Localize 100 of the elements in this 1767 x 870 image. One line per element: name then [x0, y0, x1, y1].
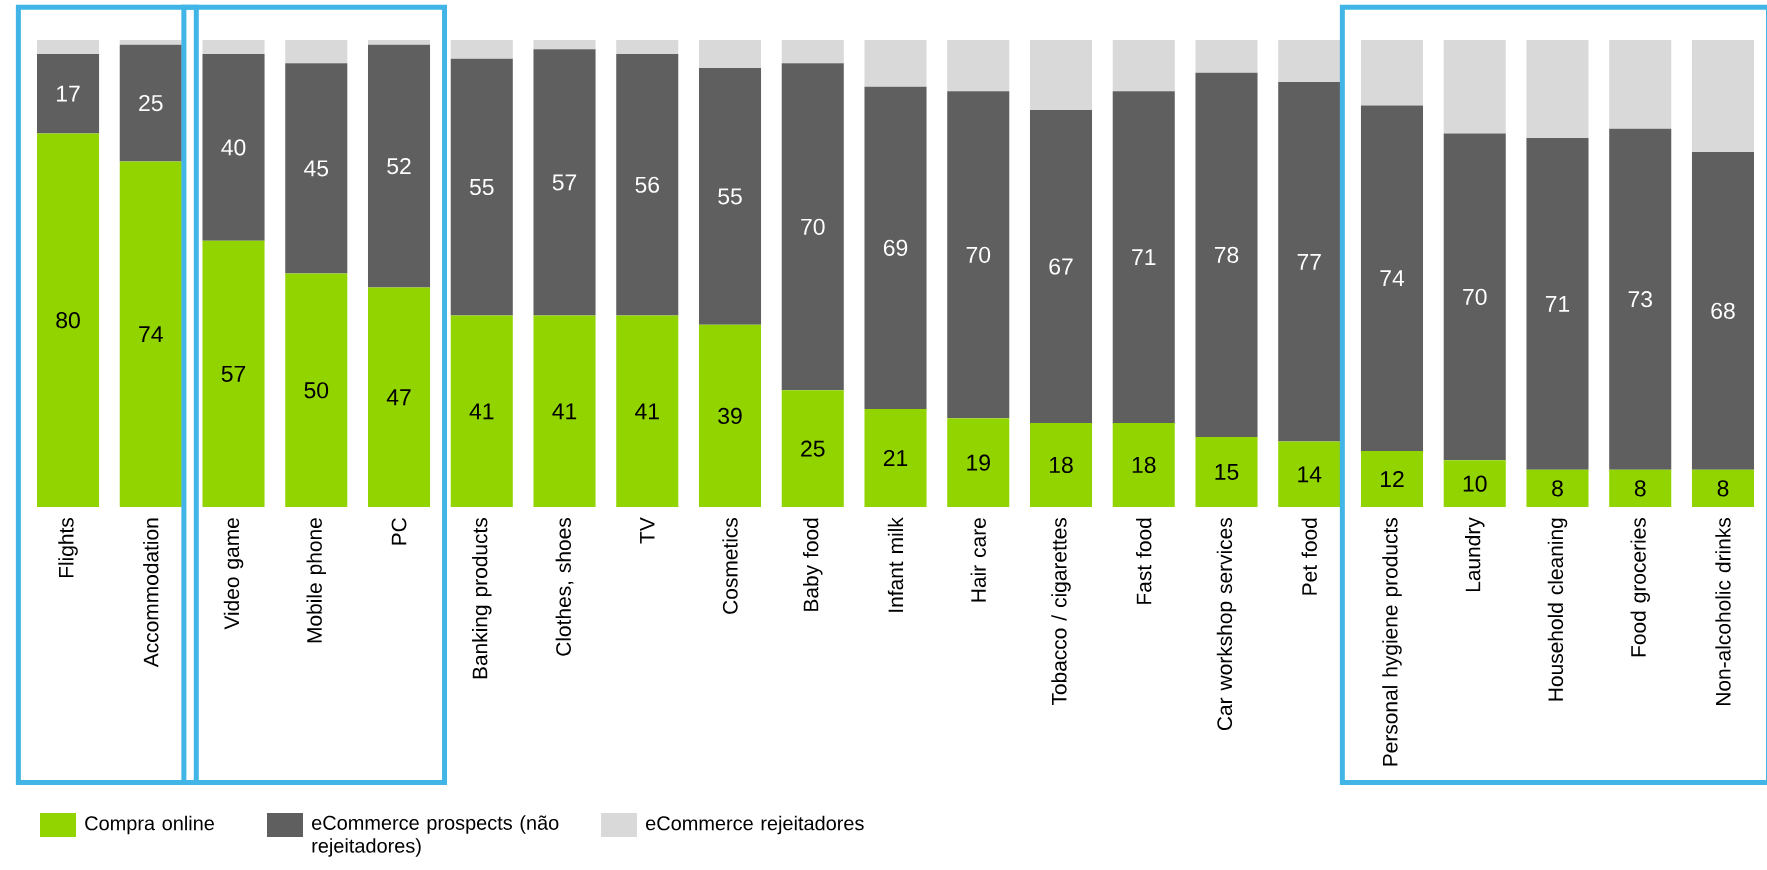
bar: [781, 40, 844, 64]
bar: [1526, 469, 1589, 507]
bar: [367, 44, 431, 288]
x-tick-label: Personal hygiene products: [1382, 518, 1402, 766]
data-label: 73: [1628, 291, 1652, 308]
data-label: 41: [469, 403, 494, 420]
bar: [781, 390, 844, 507]
data-label: 10: [1463, 475, 1487, 492]
x-tick-label: Car workshop services: [1216, 518, 1237, 731]
bar: [1360, 105, 1424, 451]
x-tick-label: Mobile phone: [306, 518, 327, 643]
bar: [37, 133, 100, 507]
bar: [1112, 91, 1175, 423]
data-label: 14: [1298, 466, 1322, 483]
data-label: 45: [304, 160, 329, 177]
data-label: 74: [1380, 270, 1405, 287]
data-label: 8: [1717, 480, 1729, 497]
x-tick-label: Fast food: [1136, 518, 1152, 604]
bar: [119, 161, 182, 507]
bar: [1112, 40, 1175, 92]
x-tick-label: Food groceries: [1630, 517, 1650, 657]
x-tick-label: Video game: [223, 518, 244, 630]
bar: [37, 54, 100, 134]
data-label: 25: [139, 94, 163, 112]
data-label: 19: [967, 454, 990, 471]
legend-label: Compra online: [85, 815, 214, 835]
bar: [1029, 40, 1093, 111]
data-label: 69: [883, 239, 908, 256]
bar: [1526, 138, 1589, 470]
data-label: 40: [221, 139, 246, 156]
x-tick-label: Pet food: [1301, 518, 1317, 595]
bar: [864, 408, 927, 507]
data-label: 70: [1463, 288, 1487, 305]
bar: [698, 40, 762, 69]
x-tick-label: Household cleaning: [1547, 518, 1568, 701]
bar: [285, 40, 348, 64]
bar: [698, 324, 762, 507]
bar: [450, 315, 513, 507]
data-label: 68: [1711, 302, 1735, 319]
data-label: 71: [1132, 249, 1156, 266]
data-label: 47: [386, 389, 411, 406]
data-label: 57: [552, 174, 577, 191]
bar: [1360, 40, 1424, 106]
bar: [781, 63, 844, 391]
bar: [1278, 40, 1341, 83]
data-label: 67: [1049, 258, 1073, 275]
data-label: 8: [1634, 480, 1646, 497]
x-tick-label: TV: [640, 517, 655, 544]
data-label: 41: [552, 403, 577, 420]
bar: [202, 240, 265, 507]
data-label: 74: [139, 326, 163, 343]
bar: [1609, 40, 1672, 129]
x-tick-label: Flights: [58, 517, 78, 578]
data-label: 15: [1215, 463, 1239, 480]
bar: [1195, 72, 1258, 437]
bar: [698, 68, 762, 325]
legend-label: eCommerce prospects (não rejeitadores): [312, 815, 559, 857]
data-label: 50: [304, 382, 329, 399]
x-tick-label: Baby food: [803, 518, 823, 611]
bar: [202, 40, 265, 54]
data-label: 55: [718, 188, 742, 205]
data-label: 80: [56, 312, 80, 329]
data-label: 70: [801, 218, 825, 235]
data-label: 18: [1132, 456, 1156, 474]
bar: [37, 40, 100, 54]
data-label: 70: [966, 246, 991, 263]
bar: [450, 58, 513, 316]
bar: [947, 91, 1010, 419]
bar: [1609, 469, 1672, 507]
bar: [1112, 422, 1175, 507]
bar: [1443, 460, 1506, 507]
data-label: 78: [1214, 246, 1239, 263]
bar: [285, 273, 348, 507]
x-tick-label: PC: [391, 518, 407, 545]
bar: [119, 44, 182, 162]
bar: [616, 40, 679, 54]
bar: [616, 54, 679, 316]
bar: [616, 315, 679, 507]
data-label: 77: [1297, 253, 1321, 270]
bar: [1526, 40, 1589, 139]
data-label: 18: [1050, 456, 1073, 474]
bar: [1029, 110, 1093, 423]
data-label: 52: [387, 157, 411, 175]
bar: [1278, 82, 1341, 442]
bar: [1691, 469, 1755, 507]
x-tick-label: Tobacco / cigarettes: [1051, 517, 1071, 706]
bar: [1360, 450, 1424, 507]
x-tick-label: Non-alcoholic drinks: [1715, 518, 1731, 706]
x-tick-label: Cosmetics: [722, 517, 738, 614]
bar: [1609, 128, 1672, 470]
bar: [533, 315, 596, 507]
bar: [1691, 152, 1755, 470]
bar: [1195, 40, 1258, 73]
data-label: 25: [801, 440, 825, 457]
x-tick-label: Banking products: [472, 517, 492, 679]
data-label: 56: [635, 176, 659, 193]
x-tick-label: Hair care: [970, 518, 986, 602]
bar: [1443, 133, 1506, 461]
legend-label: eCommerce rejeitadores: [646, 815, 864, 835]
bar: [533, 40, 596, 50]
